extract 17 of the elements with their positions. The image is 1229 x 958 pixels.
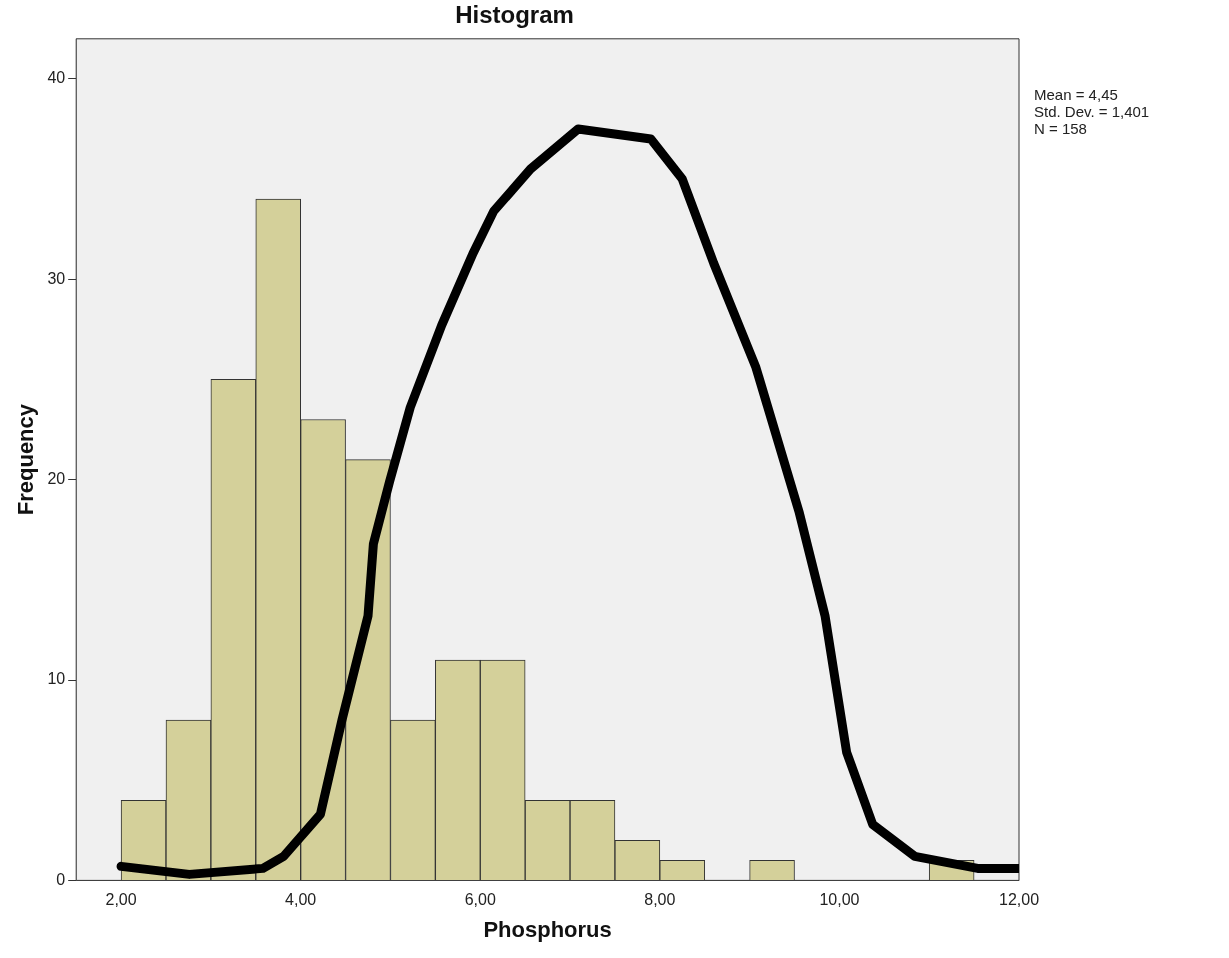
text: Std. Dev. = 1,401 (1034, 103, 1150, 120)
chart-title: Histogram (455, 1, 574, 29)
x-tick-label: 6,00 (464, 891, 496, 909)
y-tick-label: 40 (47, 69, 66, 87)
x-tick-label: 4,00 (285, 891, 317, 909)
y-axis-title: Frequency (13, 403, 39, 516)
text: N = 158 (1034, 120, 1088, 137)
x-tick-label: 8,00 (644, 891, 676, 909)
x-tick-label: 2,00 (105, 891, 137, 909)
y-tick-label: 30 (47, 269, 66, 287)
y-tick-label: 20 (47, 470, 66, 488)
y-tick-label: 0 (56, 870, 66, 888)
x-tick-label: 12,00 (998, 891, 1040, 909)
x-tick-label: 10,00 (819, 891, 860, 909)
y-tick-label: 10 (47, 670, 66, 688)
text: Mean = 4,45 (1034, 86, 1119, 103)
x-axis-title: Phosphorus (483, 916, 612, 942)
